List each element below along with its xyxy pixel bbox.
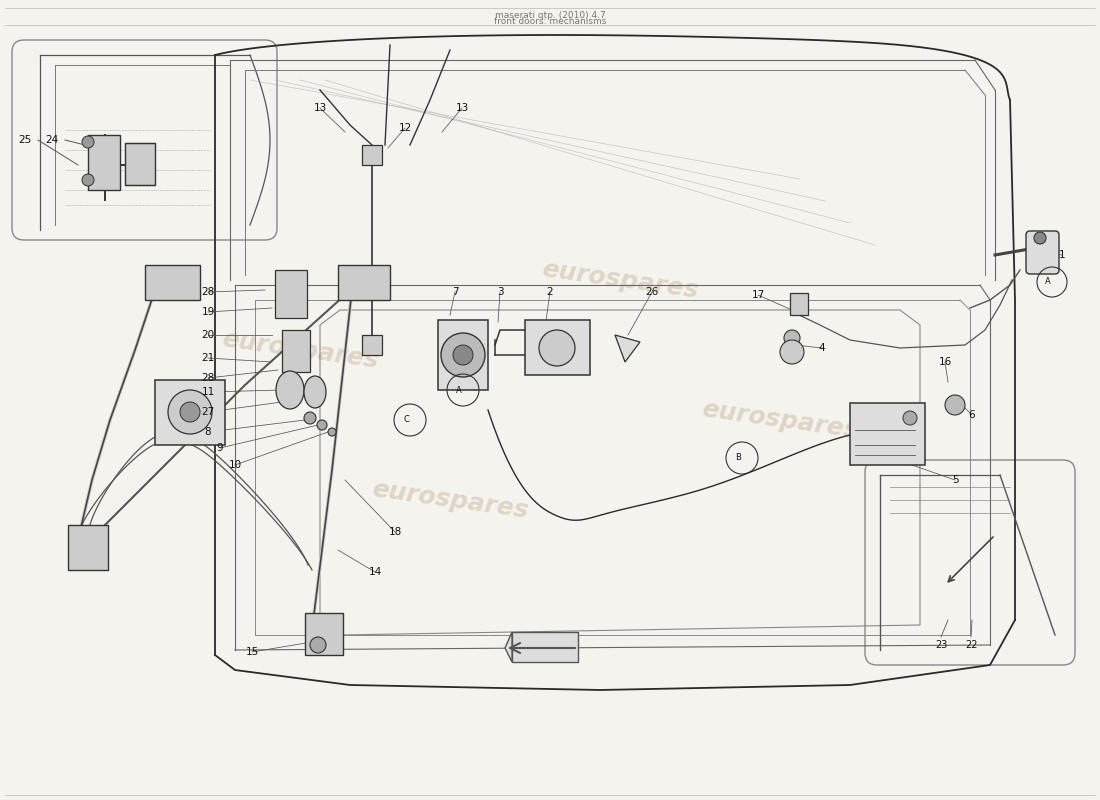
Bar xyxy=(338,265,390,300)
Circle shape xyxy=(784,330,800,346)
Polygon shape xyxy=(615,335,640,362)
Ellipse shape xyxy=(276,371,304,409)
Text: front doors: mechanisms: front doors: mechanisms xyxy=(494,18,606,26)
Circle shape xyxy=(317,420,327,430)
Text: 24: 24 xyxy=(45,135,58,145)
Bar xyxy=(362,145,382,165)
Text: 11: 11 xyxy=(201,387,214,397)
Polygon shape xyxy=(512,632,578,662)
Bar xyxy=(155,380,226,445)
Bar xyxy=(850,403,925,465)
Bar xyxy=(68,525,108,570)
Text: 6: 6 xyxy=(969,410,976,420)
Circle shape xyxy=(453,345,473,365)
Text: eurospares: eurospares xyxy=(700,397,860,443)
Bar xyxy=(145,265,200,300)
Text: 5: 5 xyxy=(952,475,958,485)
Text: 2: 2 xyxy=(547,287,553,297)
Circle shape xyxy=(441,333,485,377)
Text: 13: 13 xyxy=(455,103,469,113)
Text: B: B xyxy=(735,454,741,462)
Text: 17: 17 xyxy=(751,290,764,300)
Circle shape xyxy=(168,390,212,434)
Bar xyxy=(282,330,310,372)
Circle shape xyxy=(82,136,94,148)
Text: 21: 21 xyxy=(201,353,214,363)
Text: 28: 28 xyxy=(201,287,214,297)
Circle shape xyxy=(328,428,336,436)
Text: 26: 26 xyxy=(646,287,659,297)
Text: 23: 23 xyxy=(935,640,947,650)
Text: 22: 22 xyxy=(965,640,978,650)
Circle shape xyxy=(539,330,575,366)
Text: maserati qtp. (2010) 4.7: maserati qtp. (2010) 4.7 xyxy=(495,11,605,21)
Bar xyxy=(438,320,488,390)
FancyBboxPatch shape xyxy=(12,40,277,240)
Circle shape xyxy=(82,174,94,186)
Text: 7: 7 xyxy=(452,287,459,297)
Bar xyxy=(88,135,120,190)
Circle shape xyxy=(180,402,200,422)
Text: 12: 12 xyxy=(398,123,411,133)
Text: 14: 14 xyxy=(368,567,382,577)
Text: 15: 15 xyxy=(245,647,258,657)
Text: 18: 18 xyxy=(388,527,401,537)
Circle shape xyxy=(780,340,804,364)
Text: 13: 13 xyxy=(314,103,327,113)
Text: A: A xyxy=(456,386,462,394)
Circle shape xyxy=(304,412,316,424)
Bar xyxy=(305,613,343,655)
Bar xyxy=(125,143,155,185)
Text: 3: 3 xyxy=(497,287,504,297)
Bar xyxy=(275,270,307,318)
Circle shape xyxy=(310,637,326,653)
Text: 4: 4 xyxy=(818,343,825,353)
Text: A: A xyxy=(1045,278,1050,286)
Text: 20: 20 xyxy=(201,330,214,340)
Bar xyxy=(525,320,590,375)
Text: 8: 8 xyxy=(205,427,211,437)
FancyBboxPatch shape xyxy=(1026,231,1059,274)
Text: eurospares: eurospares xyxy=(370,477,530,523)
Text: eurospares: eurospares xyxy=(540,257,700,303)
Text: C: C xyxy=(403,415,409,425)
FancyBboxPatch shape xyxy=(865,460,1075,665)
Text: 1: 1 xyxy=(1058,250,1065,260)
Bar xyxy=(790,293,808,315)
Polygon shape xyxy=(505,632,512,662)
Text: 25: 25 xyxy=(18,135,31,145)
Circle shape xyxy=(1034,232,1046,244)
Circle shape xyxy=(945,395,965,415)
Text: 9: 9 xyxy=(217,443,223,453)
Text: 10: 10 xyxy=(229,460,242,470)
Text: 27: 27 xyxy=(201,407,214,417)
Text: 19: 19 xyxy=(201,307,214,317)
Text: eurospares: eurospares xyxy=(220,327,380,373)
Text: 16: 16 xyxy=(938,357,952,367)
Bar xyxy=(362,335,382,355)
Circle shape xyxy=(903,411,917,425)
Text: 28: 28 xyxy=(201,373,214,383)
Ellipse shape xyxy=(304,376,326,408)
